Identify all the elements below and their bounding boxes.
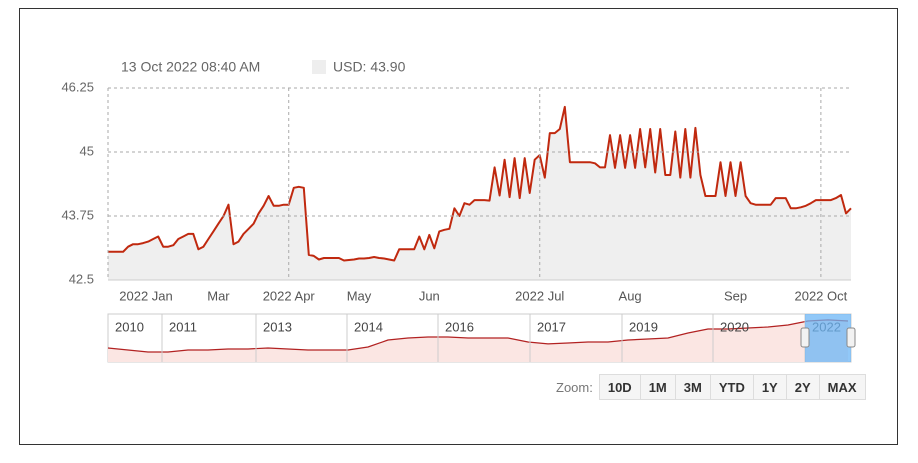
zoom-bar: Zoom: 10D 1M 3M YTD 1Y 2Y MAX — [556, 374, 866, 400]
zoom-button[interactable]: YTD — [710, 375, 754, 399]
x-tick-label: 2022 Jan — [119, 288, 173, 303]
x-tick-label: 2022 Jul — [515, 288, 564, 303]
frame — [19, 8, 898, 445]
navigator-window — [805, 314, 851, 362]
x-tick-label: Jun — [419, 288, 440, 303]
zoom-button[interactable]: 10D — [599, 375, 641, 399]
price-line — [108, 105, 852, 262]
navigator-handle — [846, 327, 856, 348]
x-tick-label: Aug — [619, 288, 642, 303]
zoom-buttons: 10D 1M 3M YTD 1Y 2Y MAX — [598, 374, 866, 400]
y-tick-label: 45 — [80, 143, 94, 158]
navigator-tick-label: 2013 — [263, 319, 292, 334]
zoom-button[interactable]: 1Y — [753, 375, 787, 399]
area-fill — [108, 319, 848, 362]
zoom-button[interactable]: 2Y — [786, 375, 820, 399]
y-tick-label: 42.5 — [69, 271, 94, 286]
zoom-button[interactable]: MAX — [819, 375, 865, 399]
zoom-button[interactable]: 3M — [675, 375, 711, 399]
x-tick-label: Sep — [724, 288, 747, 303]
navigator-tick-label: 2010 — [115, 319, 144, 334]
navigator-tick-label: 2019 — [629, 319, 658, 334]
price-line — [107, 319, 849, 353]
header-date: 13 Oct 2022 08:40 AM — [121, 59, 260, 75]
y-tick-label: 46.25 — [61, 79, 94, 94]
navigator-tick-label: 2017 — [537, 319, 566, 334]
x-tick-label: Mar — [207, 288, 230, 303]
navigator-tick-label: 2016 — [445, 319, 474, 334]
navigator-tick-label: 2014 — [354, 319, 383, 334]
header-value: USD: 43.90 — [333, 59, 406, 75]
area-fill — [108, 106, 851, 281]
x-tick-label: May — [347, 288, 372, 303]
y-tick-label: 43.75 — [61, 207, 94, 222]
zoom-label: Zoom: — [556, 379, 593, 395]
navigator-tick-label: 2020 — [720, 319, 749, 334]
zoom-button[interactable]: 1M — [640, 375, 676, 399]
navigator-handle — [800, 327, 810, 348]
x-tick-label: 2022 Apr — [263, 288, 316, 303]
navigator-tick-label: 2011 — [169, 319, 197, 334]
legend-swatch — [312, 60, 326, 74]
x-tick-label: 2022 Oct — [794, 288, 847, 303]
